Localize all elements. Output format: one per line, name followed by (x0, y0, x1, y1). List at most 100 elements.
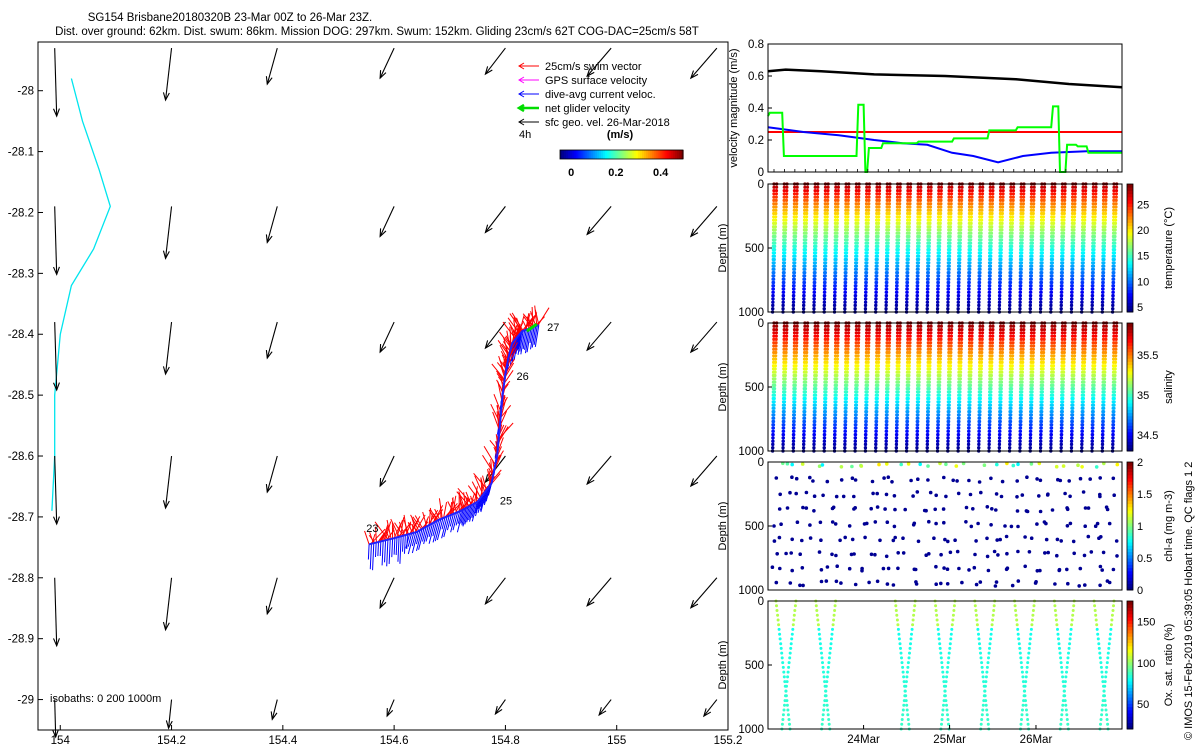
section-point (816, 209, 819, 212)
section-point (845, 268, 848, 271)
section-point (990, 235, 993, 238)
section-point (1082, 251, 1085, 254)
section-point (887, 232, 890, 235)
section-point (1039, 307, 1042, 310)
section-point (806, 328, 809, 331)
section-point (1101, 294, 1104, 297)
section-point (938, 251, 941, 254)
section-point (835, 248, 838, 251)
section-point (949, 235, 952, 238)
figure-subtitle: Dist. over ground: 62km. Dist. swum: 86k… (55, 26, 699, 38)
section-point (834, 261, 837, 264)
section-point (938, 387, 941, 390)
section-point (784, 232, 787, 235)
section-point (917, 394, 920, 397)
section-point (916, 294, 919, 297)
section-point (1092, 265, 1095, 268)
section-point (978, 274, 981, 277)
section-point (1072, 258, 1075, 261)
section-point (948, 255, 951, 258)
section-point (967, 297, 970, 300)
section-point (898, 202, 901, 205)
section-point (774, 361, 777, 364)
section-point (1093, 232, 1096, 235)
section-point (805, 364, 808, 367)
section-point (802, 304, 805, 307)
section-point (804, 238, 807, 241)
section-point (1092, 268, 1095, 271)
section-point (856, 228, 859, 231)
section-point (886, 274, 889, 277)
section-point (785, 186, 788, 189)
section-point (1012, 196, 1015, 199)
section-point (844, 301, 847, 304)
section-point (1053, 205, 1056, 208)
section-point (834, 281, 837, 284)
map-x-tick-label: 154.6 (380, 735, 409, 747)
section-point (888, 331, 891, 334)
section-point (804, 390, 807, 393)
section-point (876, 387, 879, 390)
section-point (865, 287, 868, 290)
section-point (846, 238, 849, 241)
section-point (1115, 202, 1118, 205)
section-point (1083, 235, 1086, 238)
section-point (991, 202, 994, 205)
section-point (929, 196, 932, 199)
section-point (782, 423, 785, 426)
section-colorbar-segment (1127, 264, 1133, 268)
section-point (875, 297, 878, 300)
section-point (866, 377, 869, 380)
section-point (1012, 192, 1015, 195)
temperature-section-colorbar-tick-label: 5 (1137, 302, 1143, 314)
section-point (1041, 255, 1044, 258)
section-point (826, 189, 829, 192)
section-point (784, 364, 787, 367)
section-point (958, 413, 961, 416)
section-point (783, 258, 786, 261)
section-point (926, 287, 929, 290)
section-point (783, 261, 786, 264)
section-point (795, 192, 798, 195)
section-point (999, 265, 1002, 268)
section-point (897, 235, 900, 238)
section-point (1021, 238, 1024, 241)
section-point (936, 304, 939, 307)
section-point (898, 192, 901, 195)
section-point (877, 232, 880, 235)
section-point (980, 209, 983, 212)
section-point (1071, 265, 1074, 268)
section-point (823, 433, 826, 436)
section-point (855, 410, 858, 413)
section-point (1009, 294, 1012, 297)
section-point (927, 417, 930, 420)
section-point (836, 361, 839, 364)
section-point (970, 196, 973, 199)
section-point (928, 251, 931, 254)
section-point (1001, 196, 1004, 199)
section-point (887, 222, 890, 225)
section-point (960, 348, 963, 351)
section-point (969, 235, 972, 238)
track-day-label: 26 (517, 371, 529, 383)
section-point (946, 443, 949, 446)
section-point (929, 348, 932, 351)
section-colorbar-segment (1127, 248, 1133, 252)
section-point (895, 446, 898, 449)
section-point (805, 348, 808, 351)
section-point (784, 228, 787, 231)
section-point (937, 413, 940, 416)
section-point (897, 394, 900, 397)
section-point (855, 261, 858, 264)
section-point (847, 341, 850, 344)
section-point (998, 304, 1001, 307)
section-point (1033, 186, 1036, 189)
section-point (802, 443, 805, 446)
section-point (1000, 238, 1003, 241)
legend-entry: sfc geo. vel. 26-Mar-2018 (545, 117, 670, 129)
section-point (940, 328, 943, 331)
section-point (1031, 235, 1034, 238)
section-point (865, 400, 868, 403)
velocity-y-tick-label: 0 (758, 167, 764, 179)
section-point (926, 291, 929, 294)
